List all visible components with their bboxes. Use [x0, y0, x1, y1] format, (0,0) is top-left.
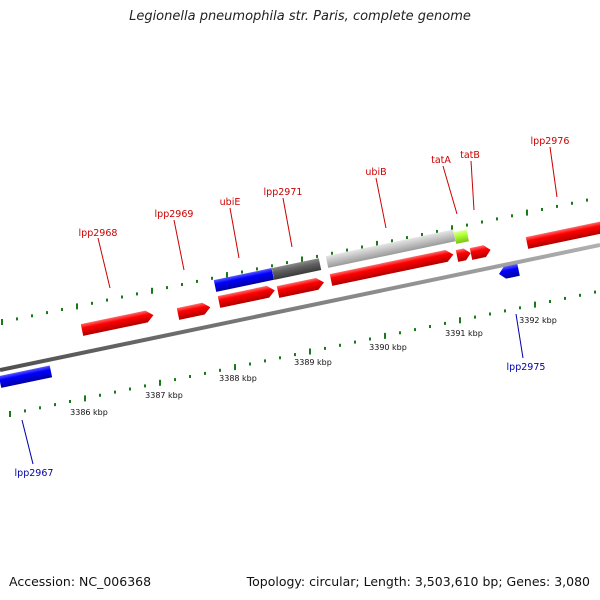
label-lpp2968: lpp2968: [79, 228, 118, 239]
ticks-upper: [1, 198, 588, 325]
gene-tatB[interactable]: [469, 244, 492, 260]
forward-gene-labels: lpp2968 lpp2969 ubiE lpp2971 ubiB tatA t…: [79, 136, 570, 289]
reverse-genes: [0, 264, 520, 388]
genome-summary-text: Topology: circular; Length: 3,503,610 bp…: [246, 574, 590, 589]
ticks-lower: [9, 290, 596, 417]
gene-lpp2975[interactable]: [498, 264, 520, 280]
gene-tatA[interactable]: [455, 247, 472, 262]
forward-genes: [80, 221, 600, 336]
orf-green[interactable]: [453, 229, 469, 244]
scale-label: 3387 kbp: [145, 391, 183, 400]
orf-dark-gray[interactable]: [271, 258, 322, 280]
scale-label: 3389 kbp: [294, 358, 332, 367]
orf-blue[interactable]: [213, 268, 274, 292]
scale-labels: 3386 kbp 3387 kbp 3388 kbp 3389 kbp 3390…: [70, 316, 557, 417]
scale-label: 3386 kbp: [70, 408, 108, 417]
gene-lpp2967[interactable]: [0, 365, 53, 388]
backbone: [0, 243, 600, 372]
orf-light-gray[interactable]: [325, 229, 456, 268]
label-tatB: tatB: [460, 150, 480, 161]
label-ubiE: ubiE: [220, 197, 241, 208]
scale-label: 3388 kbp: [219, 374, 257, 383]
label-lpp2969: lpp2969: [155, 209, 194, 220]
label-lpp2967: lpp2967: [15, 468, 54, 479]
label-lpp2971: lpp2971: [264, 187, 303, 198]
orf-features: [213, 229, 469, 292]
reverse-gene-labels: lpp2967 lpp2975: [15, 313, 546, 479]
scale-label: 3391 kbp: [445, 329, 483, 338]
gene-ubiE[interactable]: [217, 284, 276, 308]
gene-lpp2968[interactable]: [80, 309, 155, 336]
gene-lpp2976[interactable]: [525, 221, 600, 249]
gene-lpp2969[interactable]: [176, 301, 212, 320]
map-title: Legionella pneumophila str. Paris, compl…: [129, 9, 471, 24]
gene-ubiB[interactable]: [329, 249, 455, 286]
scale-label: 3390 kbp: [369, 343, 407, 352]
scale-label: 3392 kbp: [519, 316, 557, 325]
accession-text: Accession: NC_006368: [9, 574, 152, 589]
label-lpp2975: lpp2975: [507, 362, 546, 373]
label-lpp2976: lpp2976: [531, 136, 570, 147]
gene-lpp2971[interactable]: [276, 277, 325, 298]
label-ubiB: ubiB: [365, 167, 386, 178]
label-tatA: tatA: [431, 155, 451, 166]
